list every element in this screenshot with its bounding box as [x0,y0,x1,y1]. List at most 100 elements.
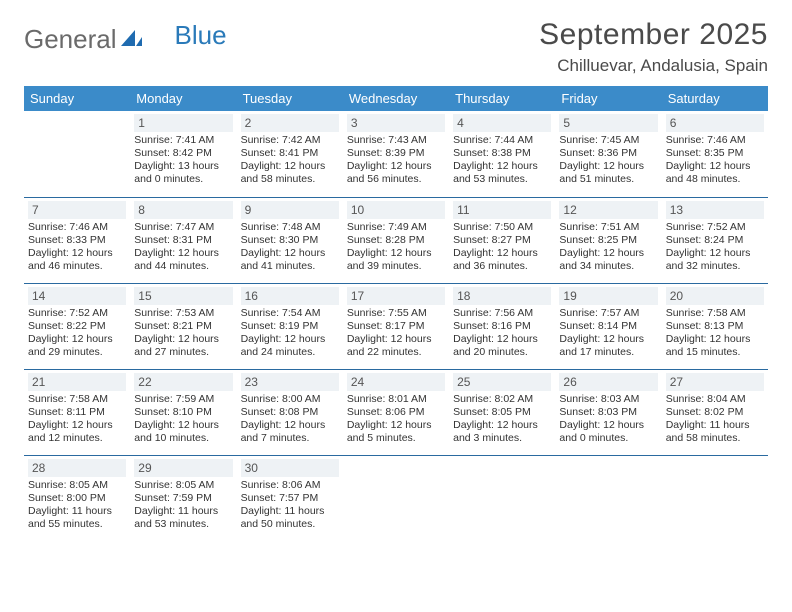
calendar-day-cell: 19 Sunrise: 7:57 AMSunset: 8:14 PMDayligh… [555,283,661,369]
daylight-text-1: Daylight: 12 hours [453,247,551,260]
sunrise-text: Sunrise: 7:54 AM [241,307,339,320]
daylight-text-1: Daylight: 12 hours [559,160,657,173]
sunrise-text: Sunrise: 7:59 AM [134,393,232,406]
day-info: Sunrise: 7:54 AMSunset: 8:19 PMDaylight:… [241,307,339,360]
location: Chilluevar, Andalusia, Spain [539,56,768,76]
sunrise-text: Sunrise: 7:42 AM [241,134,339,147]
day-number: 19 [559,287,657,305]
day-info: Sunrise: 7:58 AMSunset: 8:13 PMDaylight:… [666,307,764,360]
daylight-text-2: and 12 minutes. [28,432,126,445]
day-number: 4 [453,114,551,132]
day-info: Sunrise: 7:52 AMSunset: 8:22 PMDaylight:… [28,307,126,360]
daylight-text-1: Daylight: 12 hours [134,419,232,432]
calendar-day-cell: 3Sunrise: 7:43 AMSunset: 8:39 PMDaylight… [343,111,449,197]
logo-sail-icon [121,24,143,55]
daylight-text-1: Daylight: 12 hours [453,419,551,432]
day-number: 12 [559,201,657,219]
day-number: 8 [134,201,232,219]
day-info: Sunrise: 8:02 AMSunset: 8:05 PMDaylight:… [453,393,551,446]
daylight-text-1: Daylight: 13 hours [134,160,232,173]
sunset-text: Sunset: 8:28 PM [347,234,445,247]
month-title: September 2025 [539,18,768,52]
daylight-text-1: Daylight: 12 hours [453,333,551,346]
weekday-header: Friday [555,86,661,111]
day-number: 21 [28,373,126,391]
sunrise-text: Sunrise: 7:47 AM [134,221,232,234]
sunrise-text: Sunrise: 7:48 AM [241,221,339,234]
daylight-text-1: Daylight: 12 hours [666,160,764,173]
calendar-day-cell: 1Sunrise: 7:41 AMSunset: 8:42 PMDaylight… [130,111,236,197]
sunset-text: Sunset: 8:35 PM [666,147,764,160]
sunset-text: Sunset: 8:02 PM [666,406,764,419]
day-info: Sunrise: 7:44 AMSunset: 8:38 PMDaylight:… [453,134,551,187]
calendar-day-cell: 8Sunrise: 7:47 AMSunset: 8:31 PMDaylight… [130,197,236,283]
daylight-text-2: and 44 minutes. [134,260,232,273]
daylight-text-2: and 24 minutes. [241,346,339,359]
day-info: Sunrise: 8:01 AMSunset: 8:06 PMDaylight:… [347,393,445,446]
calendar-day-cell: 6Sunrise: 7:46 AMSunset: 8:35 PMDaylight… [662,111,768,197]
sunset-text: Sunset: 8:22 PM [28,320,126,333]
day-info: Sunrise: 8:03 AMSunset: 8:03 PMDaylight:… [559,393,657,446]
daylight-text-1: Daylight: 11 hours [134,505,232,518]
day-info: Sunrise: 7:49 AMSunset: 8:28 PMDaylight:… [347,221,445,274]
sunset-text: Sunset: 8:03 PM [559,406,657,419]
day-info: Sunrise: 8:05 AMSunset: 7:59 PMDaylight:… [134,479,232,532]
calendar-day-cell: 9 Sunrise: 7:48 AMSunset: 8:30 PMDaylight… [237,197,343,283]
daylight-text-2: and 46 minutes. [28,260,126,273]
day-number: 23 [241,373,339,391]
calendar-day-cell: 11 Sunrise: 7:50 AMSunset: 8:27 PMDayligh… [449,197,555,283]
calendar-day-cell [555,455,661,541]
sunset-text: Sunset: 8:19 PM [241,320,339,333]
day-number: 9 [241,201,339,219]
day-number: 17 [347,287,445,305]
day-number: 11 [453,201,551,219]
daylight-text-1: Daylight: 12 hours [347,160,445,173]
day-number: 3 [347,114,445,132]
day-info: Sunrise: 8:00 AMSunset: 8:08 PMDaylight:… [241,393,339,446]
sunrise-text: Sunrise: 8:06 AM [241,479,339,492]
sunset-text: Sunset: 8:42 PM [134,147,232,160]
calendar-week-row: 1Sunrise: 7:41 AMSunset: 8:42 PMDaylight… [24,111,768,197]
daylight-text-1: Daylight: 12 hours [666,247,764,260]
sunrise-text: Sunrise: 8:02 AM [453,393,551,406]
sunrise-text: Sunrise: 8:01 AM [347,393,445,406]
daylight-text-2: and 17 minutes. [559,346,657,359]
title-block: September 2025 Chilluevar, Andalusia, Sp… [539,18,768,76]
calendar-day-cell: 24Sunrise: 8:01 AMSunset: 8:06 PMDayligh… [343,369,449,455]
calendar-day-cell: 16Sunrise: 7:54 AMSunset: 8:19 PMDayligh… [237,283,343,369]
daylight-text-1: Daylight: 12 hours [559,333,657,346]
calendar-day-cell: 14Sunrise: 7:52 AMSunset: 8:22 PMDayligh… [24,283,130,369]
day-number: 7 [28,201,126,219]
day-info: Sunrise: 7:46 AMSunset: 8:33 PMDaylight:… [28,221,126,274]
daylight-text-2: and 15 minutes. [666,346,764,359]
day-number: 15 [134,287,232,305]
sunset-text: Sunset: 8:08 PM [241,406,339,419]
calendar-day-cell: 13Sunrise: 7:52 AMSunset: 8:24 PMDayligh… [662,197,768,283]
weekday-header: Sunday [24,86,130,111]
sunrise-text: Sunrise: 7:44 AM [453,134,551,147]
calendar-table: Sunday Monday Tuesday Wednesday Thursday… [24,86,768,541]
daylight-text-2: and 27 minutes. [134,346,232,359]
sunrise-text: Sunrise: 7:46 AM [666,134,764,147]
weekday-header: Thursday [449,86,555,111]
day-info: Sunrise: 7:48 AMSunset: 8:30 PMDaylight:… [241,221,339,274]
sunrise-text: Sunrise: 7:58 AM [28,393,126,406]
day-number: 29 [134,459,232,477]
weekday-header-row: Sunday Monday Tuesday Wednesday Thursday… [24,86,768,111]
sunset-text: Sunset: 8:14 PM [559,320,657,333]
daylight-text-2: and 58 minutes. [666,432,764,445]
calendar-week-row: 21Sunrise: 7:58 AMSunset: 8:11 PMDayligh… [24,369,768,455]
daylight-text-1: Daylight: 12 hours [347,247,445,260]
daylight-text-1: Daylight: 12 hours [28,247,126,260]
sunset-text: Sunset: 8:16 PM [453,320,551,333]
daylight-text-2: and 36 minutes. [453,260,551,273]
sunrise-text: Sunrise: 7:50 AM [453,221,551,234]
day-info: Sunrise: 7:46 AMSunset: 8:35 PMDaylight:… [666,134,764,187]
calendar-day-cell: 17Sunrise: 7:55 AMSunset: 8:17 PMDayligh… [343,283,449,369]
daylight-text-1: Daylight: 12 hours [134,333,232,346]
calendar-day-cell: 23 Sunrise: 8:00 AMSunset: 8:08 PMDayligh… [237,369,343,455]
sunset-text: Sunset: 8:31 PM [134,234,232,247]
day-info: Sunrise: 7:50 AMSunset: 8:27 PMDaylight:… [453,221,551,274]
day-info: Sunrise: 7:57 AMSunset: 8:14 PMDaylight:… [559,307,657,360]
day-info: Sunrise: 7:56 AMSunset: 8:16 PMDaylight:… [453,307,551,360]
